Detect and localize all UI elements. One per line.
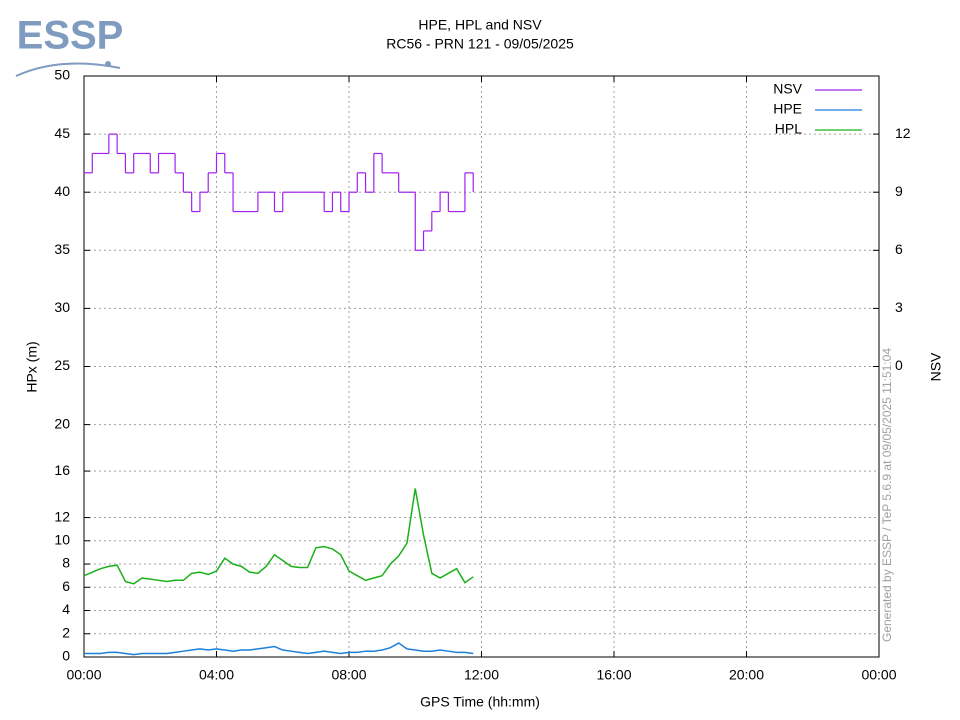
y-tick-label: 30 [54,299,70,315]
y-tick-label: 8 [62,555,70,571]
y2-tick-label: 6 [895,241,903,257]
y-tick-label: 50 [54,67,70,83]
y-tick-label: 35 [54,241,70,257]
x-tick-label: 00:00 [66,667,101,683]
y-tick-label: 2 [62,624,70,640]
y-axis-label: HPx (m) [24,341,40,392]
y-tick-label: 16 [54,462,70,478]
x-tick-label: 16:00 [596,667,631,683]
x-tick-label: 12:00 [464,667,499,683]
y-tick-label: 40 [54,183,70,199]
y2-axis-label: NSV [928,352,944,381]
x-tick-label: 00:00 [861,667,896,683]
x-tick-label: 20:00 [729,667,764,683]
legend-label: HPE [773,101,802,117]
chart-subtitle: RC56 - PRN 121 - 09/05/2025 [386,36,574,52]
y-tick-label: 20 [54,415,70,431]
y-tick-label: 45 [54,125,70,141]
y2-tick-label: 3 [895,299,903,315]
x-tick-label: 08:00 [331,667,366,683]
x-tick-label: 04:00 [199,667,234,683]
y-tick-label: 6 [62,578,70,594]
logo: ESSP [17,14,124,58]
legend-label: NSV [773,81,802,97]
chart-title: HPE, HPL and NSV [418,17,542,33]
y-tick-label: 10 [54,532,70,548]
y-tick-label: 25 [54,357,70,373]
y-tick-label: 4 [62,601,70,617]
watermark: Generated by ESSP / TeP 5.6.9 at 09/05/2… [880,348,894,642]
y2-tick-label: 0 [895,357,903,373]
x-axis-label: GPS Time (hh:mm) [420,694,540,710]
y-tick-label: 12 [54,508,70,524]
series-line [84,642,474,656]
series-line [83,488,474,585]
logo-dot [105,61,111,67]
legend-label: HPL [775,121,802,137]
y2-tick-label: 12 [895,125,911,141]
y2-tick-label: 9 [895,183,903,199]
y-tick-label: 0 [62,648,70,664]
